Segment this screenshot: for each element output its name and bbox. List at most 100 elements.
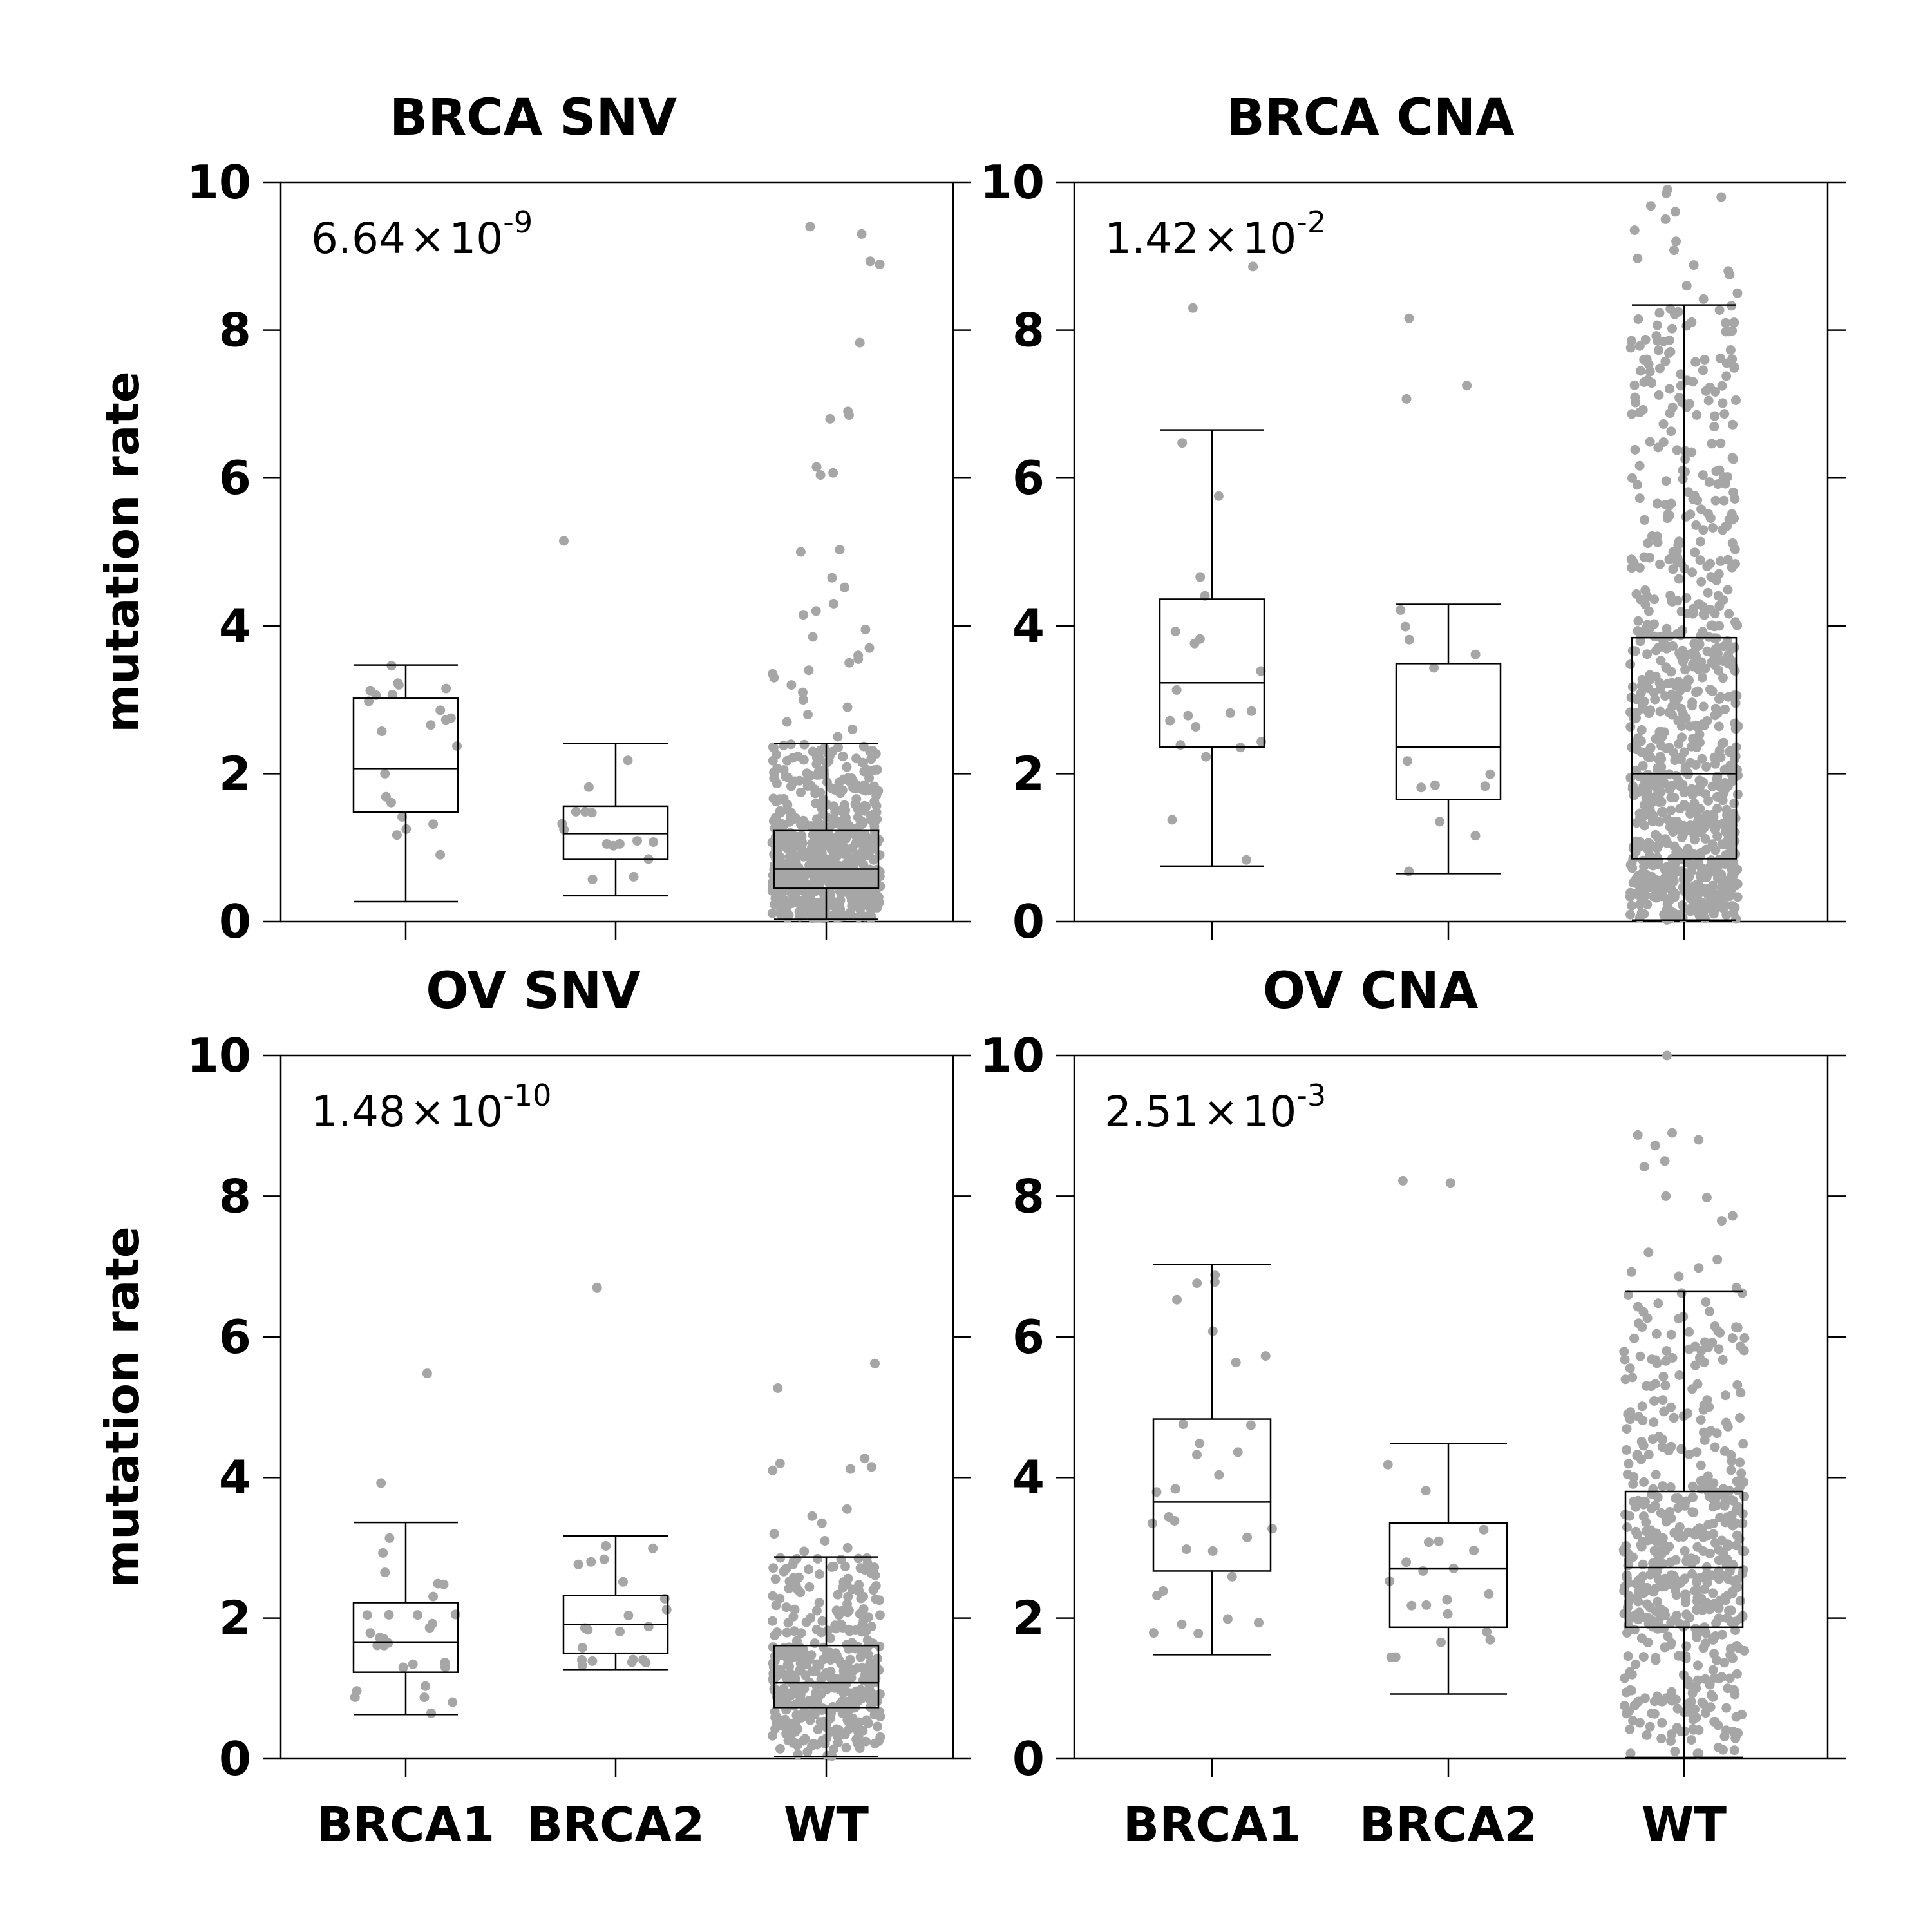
data-point [1708, 523, 1718, 533]
data-point [1681, 281, 1692, 291]
data-point [1653, 763, 1663, 773]
data-point [863, 1718, 873, 1728]
data-point [1641, 623, 1651, 633]
data-point [1685, 509, 1696, 520]
data-point [1195, 572, 1206, 582]
data-point [426, 720, 436, 730]
data-point [1671, 911, 1681, 921]
data-point [862, 1690, 873, 1701]
data-point [851, 794, 862, 804]
data-point [1727, 864, 1737, 875]
data-point [793, 836, 804, 846]
data-point [1479, 1524, 1489, 1535]
data-point [1676, 652, 1687, 662]
data-point [1681, 1641, 1692, 1651]
data-point [1708, 1665, 1718, 1675]
plot-frame [1073, 181, 1829, 923]
data-point [381, 791, 391, 802]
data-point [1685, 721, 1695, 732]
data-point [1633, 314, 1643, 324]
data-point [1671, 697, 1681, 707]
data-point [1404, 866, 1414, 876]
data-point [859, 800, 869, 811]
data-point [1732, 1530, 1742, 1540]
data-point [855, 837, 866, 847]
data-point [869, 821, 880, 831]
data-point [1629, 889, 1639, 899]
data-point [1676, 781, 1686, 791]
data-point [810, 1638, 820, 1649]
data-point [1714, 694, 1724, 704]
y-tick-label: 8 [219, 303, 251, 357]
data-point [1225, 708, 1235, 718]
data-point [433, 1578, 443, 1589]
data-point [1705, 605, 1716, 614]
data-point [1687, 784, 1697, 794]
data-point [1706, 1426, 1716, 1436]
data-point [831, 1724, 842, 1734]
data-point [1620, 1354, 1630, 1365]
data-point [1666, 793, 1676, 802]
data-point [1702, 646, 1712, 656]
y-tick-label: 2 [1012, 746, 1045, 800]
plot-frame [279, 1054, 954, 1760]
data-point [1633, 1696, 1643, 1707]
data-point [1681, 1496, 1691, 1506]
y-tick-label: 6 [219, 1310, 251, 1364]
data-point [1691, 808, 1701, 818]
data-point [1631, 847, 1641, 857]
data-point [827, 1562, 837, 1572]
data-point [829, 598, 838, 609]
data-point [1697, 753, 1707, 764]
data-point [802, 781, 813, 791]
data-point [1631, 708, 1642, 717]
panel-1: BRCA CNA 0 2 4 6 8 10 1.42×10-2 [980, 89, 1846, 949]
data-point [1660, 778, 1669, 788]
data-point [1658, 437, 1669, 447]
data-point [1651, 331, 1662, 341]
data-point [1709, 1519, 1719, 1529]
data-point [804, 1564, 814, 1575]
data-point [798, 695, 808, 705]
data-point [586, 1557, 596, 1567]
data-point [862, 1553, 872, 1563]
data-point [1634, 460, 1645, 471]
data-point [1627, 1669, 1637, 1680]
data-point [813, 874, 824, 884]
data-point [786, 781, 796, 791]
iqr-box [1159, 598, 1265, 748]
data-point [1188, 303, 1198, 313]
data-point [1637, 1401, 1647, 1412]
data-point [1727, 1333, 1738, 1343]
data-point [1716, 882, 1727, 893]
data-point [1201, 752, 1211, 762]
data-point [1661, 476, 1671, 486]
data-point [848, 1713, 858, 1723]
data-point [1660, 691, 1670, 701]
data-point [1642, 1730, 1652, 1740]
data-point [1714, 721, 1724, 732]
data-point [1634, 493, 1645, 504]
data-point [1693, 1660, 1703, 1671]
data-point [1662, 663, 1672, 674]
data-point [804, 1582, 815, 1592]
data-point [1696, 657, 1707, 667]
data-point [1692, 1447, 1702, 1457]
data-point [1715, 1327, 1725, 1338]
data-point [823, 1649, 833, 1660]
data-point [1651, 1329, 1662, 1339]
data-point [1436, 1637, 1446, 1647]
data-point [853, 1553, 864, 1564]
data-point [376, 1478, 386, 1488]
box-BRCA2 [1383, 1175, 1508, 1695]
data-point [1690, 1704, 1700, 1714]
data-point [1703, 587, 1713, 598]
data-point [767, 908, 777, 918]
data-point [1651, 1355, 1661, 1365]
data-point [1625, 773, 1636, 783]
data-point [838, 1582, 848, 1593]
data-point [1723, 835, 1733, 845]
data-point [1725, 345, 1736, 355]
data-point [643, 1622, 654, 1632]
